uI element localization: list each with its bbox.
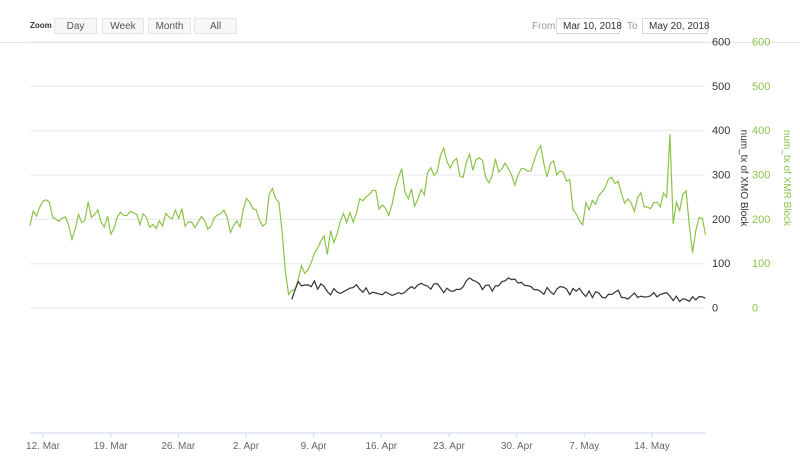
svg-text:7. May: 7. May xyxy=(569,441,599,452)
svg-text:500: 500 xyxy=(752,81,770,93)
svg-text:200: 200 xyxy=(752,214,770,226)
svg-text:19. Mar: 19. Mar xyxy=(94,441,129,452)
svg-text:600: 600 xyxy=(752,37,770,49)
svg-text:0: 0 xyxy=(712,303,718,315)
svg-text:600: 600 xyxy=(712,37,730,49)
svg-text:400: 400 xyxy=(712,125,730,137)
svg-text:100: 100 xyxy=(752,258,770,270)
svg-text:num_tx of XMO Block: num_tx of XMO Block xyxy=(738,130,749,228)
svg-text:26. Mar: 26. Mar xyxy=(161,441,196,452)
svg-text:0: 0 xyxy=(752,303,758,315)
svg-text:num_tx of XMR Block: num_tx of XMR Block xyxy=(781,130,792,227)
svg-text:200: 200 xyxy=(712,214,730,226)
svg-text:500: 500 xyxy=(712,81,730,93)
svg-text:12. Mar: 12. Mar xyxy=(26,441,61,452)
svg-text:9. Apr: 9. Apr xyxy=(301,441,328,452)
svg-text:30. Apr: 30. Apr xyxy=(501,441,533,452)
svg-text:400: 400 xyxy=(752,125,770,137)
svg-text:300: 300 xyxy=(752,170,770,182)
svg-text:16. Apr: 16. Apr xyxy=(365,441,397,452)
svg-text:23. Apr: 23. Apr xyxy=(433,441,465,452)
svg-text:100: 100 xyxy=(712,258,730,270)
svg-text:300: 300 xyxy=(712,170,730,182)
svg-text:2. Apr: 2. Apr xyxy=(233,441,260,452)
svg-text:14. May: 14. May xyxy=(634,441,670,452)
